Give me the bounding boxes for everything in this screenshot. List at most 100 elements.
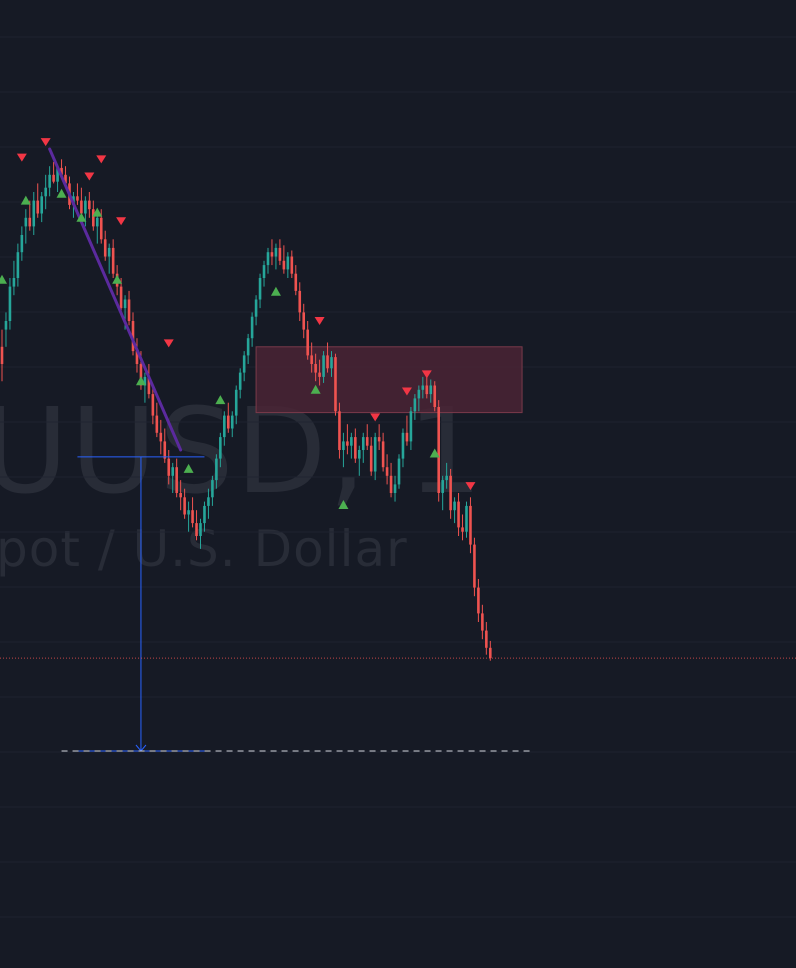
- candle-body: [32, 200, 36, 227]
- candle-body: [294, 273, 298, 291]
- candle-body: [274, 247, 278, 257]
- candle: [373, 432, 377, 481]
- candle-body: [469, 505, 472, 545]
- buy-signal-arrow: [20, 195, 31, 205]
- sell-signal-arrow: [401, 387, 412, 396]
- candle: [409, 407, 413, 450]
- candle: [84, 196, 87, 227]
- candle: [306, 321, 309, 360]
- candle: [294, 265, 298, 296]
- candle-body: [28, 217, 32, 227]
- candle-body: [354, 437, 357, 459]
- candle-body: [286, 256, 290, 270]
- candle-body: [365, 437, 369, 446]
- candle: [433, 381, 437, 412]
- candle-body: [80, 200, 83, 214]
- candle-body: [485, 630, 488, 648]
- candle-body: [16, 252, 20, 278]
- candle-body: [52, 174, 55, 182]
- candle-body: [107, 247, 111, 257]
- candle: [246, 333, 250, 364]
- candle-body: [64, 174, 67, 184]
- candle: [310, 342, 313, 373]
- candle-body: [199, 523, 202, 536]
- sell-signal-arrow: [40, 138, 51, 147]
- candle: [76, 183, 79, 205]
- candle: [151, 385, 155, 425]
- candle: [369, 437, 373, 476]
- sell-signal-arrow: [314, 317, 325, 325]
- candle: [8, 278, 12, 330]
- candle-body: [401, 432, 405, 459]
- candle-body: [167, 458, 171, 476]
- candle-body: [60, 167, 63, 175]
- candle: [473, 537, 476, 597]
- sell-signal-arrow: [163, 339, 174, 348]
- candle: [354, 428, 357, 463]
- candle: [242, 351, 246, 382]
- candle: [40, 192, 43, 223]
- candle-body: [207, 497, 210, 506]
- candle: [4, 312, 8, 347]
- candle: [119, 278, 123, 313]
- sell-signal-arrow: [370, 413, 381, 422]
- candle: [326, 342, 329, 373]
- candles: [0, 159, 492, 661]
- candle-body: [234, 389, 238, 416]
- candle-body: [203, 505, 206, 524]
- candle: [302, 303, 306, 339]
- candle-body: [44, 187, 47, 197]
- candle-body: [250, 316, 254, 339]
- candle-body: [322, 355, 325, 377]
- candle-body: [262, 265, 266, 278]
- buy-signal-arrow: [0, 274, 7, 284]
- candle-body: [342, 441, 345, 450]
- candle: [28, 200, 32, 231]
- candle-body: [326, 355, 329, 369]
- candle-body: [489, 647, 492, 659]
- candle-body: [88, 200, 91, 210]
- candle: [183, 488, 186, 519]
- candle-body: [40, 196, 43, 214]
- candle: [441, 475, 444, 511]
- candle-body: [433, 385, 437, 407]
- candle: [469, 497, 472, 554]
- candle: [20, 226, 24, 261]
- candle-body: [135, 351, 139, 364]
- candle: [111, 239, 115, 278]
- candle-body: [334, 357, 337, 412]
- candle: [286, 252, 290, 278]
- candle: [417, 385, 421, 412]
- candle: [465, 501, 468, 538]
- candle-body: [461, 527, 464, 532]
- sell-signal-arrow: [16, 153, 27, 162]
- buy-signal-arrow: [270, 286, 281, 296]
- candle: [330, 351, 333, 377]
- candle-body: [226, 415, 230, 429]
- candle: [397, 454, 401, 489]
- candle: [350, 432, 353, 459]
- candle-body: [389, 475, 393, 493]
- candle: [278, 239, 282, 266]
- candle-body: [242, 355, 246, 373]
- candle-body: [215, 458, 218, 481]
- supply-zone-layer: [255, 346, 523, 414]
- candle: [24, 209, 28, 244]
- candle-body: [330, 357, 333, 369]
- candle-body: [95, 217, 99, 227]
- candle-body: [119, 286, 123, 309]
- candle: [135, 338, 139, 373]
- candle: [314, 353, 317, 382]
- candle-body: [393, 484, 397, 493]
- candle: [52, 161, 55, 184]
- candle: [318, 359, 321, 386]
- candle: [453, 497, 456, 524]
- candle-body: [373, 437, 377, 472]
- candle: [203, 501, 206, 532]
- candle: [167, 450, 171, 485]
- candle: [234, 385, 238, 425]
- candle: [131, 312, 135, 356]
- candle-body: [92, 209, 95, 227]
